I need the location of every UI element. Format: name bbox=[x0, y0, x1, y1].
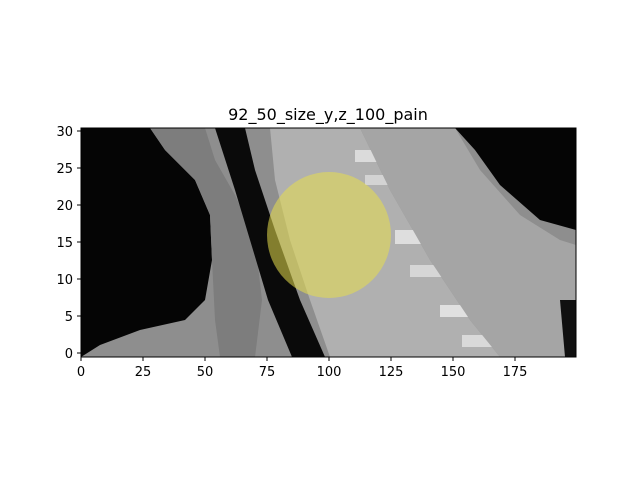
x-axis: 0 25 50 75 100 125 150 175 bbox=[77, 357, 528, 380]
x-tick-label: 125 bbox=[379, 365, 404, 380]
y-tick-label: 30 bbox=[56, 125, 73, 140]
plot-title: 92_50_size_y,z_100_pain bbox=[228, 105, 428, 125]
y-tick-label: 15 bbox=[56, 236, 73, 251]
ct-image bbox=[81, 128, 576, 357]
x-tick-label: 150 bbox=[441, 365, 466, 380]
y-tick-label: 20 bbox=[56, 199, 73, 214]
y-tick-label: 0 bbox=[65, 347, 73, 362]
x-tick-label: 100 bbox=[317, 365, 342, 380]
y-axis: 0 5 10 15 20 25 30 bbox=[56, 125, 81, 362]
x-tick-label: 50 bbox=[197, 365, 214, 380]
y-tick-label: 25 bbox=[56, 162, 73, 177]
x-tick-label: 75 bbox=[259, 365, 276, 380]
x-tick-label: 25 bbox=[135, 365, 152, 380]
y-tick-label: 5 bbox=[65, 310, 73, 325]
y-tick-label: 10 bbox=[56, 273, 73, 288]
x-tick-label: 175 bbox=[503, 365, 528, 380]
x-tick-label: 0 bbox=[77, 365, 85, 380]
